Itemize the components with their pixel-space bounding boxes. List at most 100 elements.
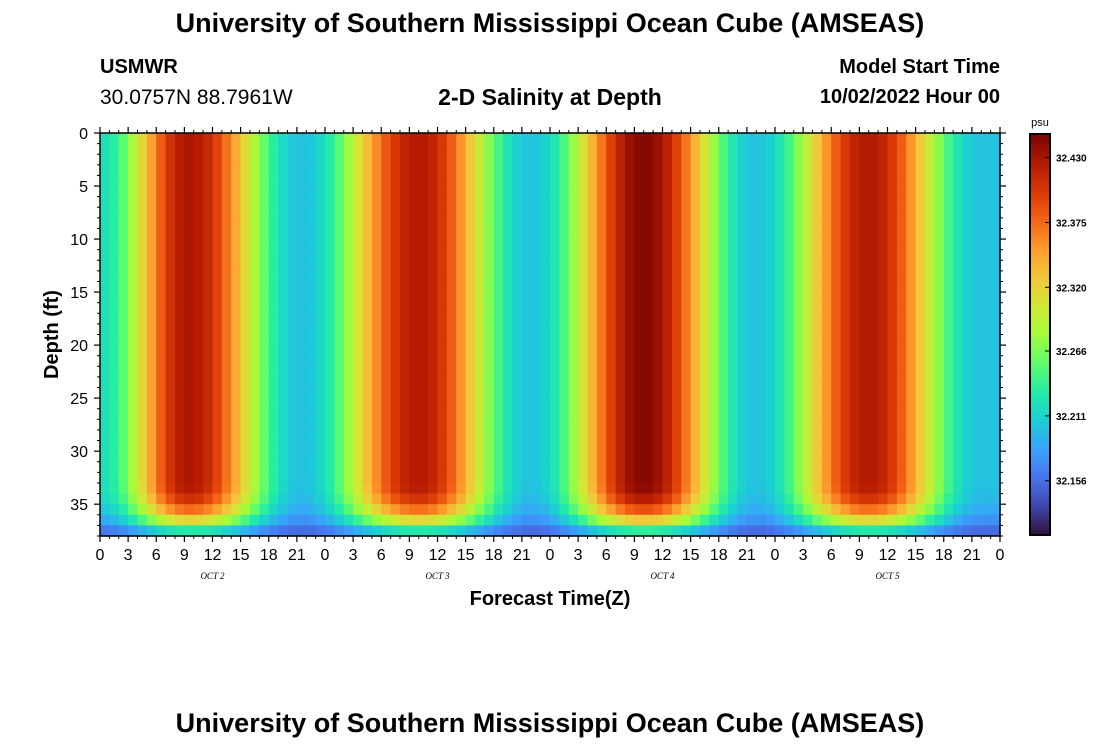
heatmap-cell — [315, 461, 326, 473]
heatmap-cell — [231, 186, 242, 198]
heatmap-cell — [156, 207, 167, 219]
heatmap-cell — [878, 355, 889, 367]
heatmap-cell — [559, 493, 570, 505]
heatmap-cell — [831, 376, 842, 389]
heatmap-cell — [437, 186, 448, 198]
heatmap-cell — [109, 249, 120, 261]
heatmap-cell — [971, 461, 982, 473]
heatmap-cell — [512, 429, 523, 442]
heatmap-cell — [146, 461, 157, 473]
heatmap-cell — [634, 175, 645, 187]
heatmap-cell — [437, 143, 448, 155]
heatmap-cell — [409, 366, 420, 378]
footer-title-text: University of Southern Mississippi Ocean… — [175, 708, 925, 738]
heatmap-cell — [878, 239, 889, 251]
heatmap-cell — [268, 154, 279, 166]
heatmap-cell — [812, 239, 823, 251]
heatmap-cell — [578, 387, 589, 399]
heatmap-cell — [446, 323, 457, 336]
heatmap-cell — [578, 514, 589, 526]
heatmap-cell — [625, 334, 635, 346]
heatmap-cell — [296, 292, 307, 304]
heatmap-cell — [512, 376, 523, 389]
heatmap-cell — [990, 133, 1001, 145]
heatmap-cell — [559, 164, 570, 177]
heatmap-cell — [334, 398, 345, 410]
heatmap-cell — [287, 281, 298, 293]
heatmap-cell — [343, 270, 354, 283]
heatmap-cell — [221, 355, 232, 367]
heatmap-cell — [634, 408, 645, 420]
heatmap-cell — [962, 376, 973, 389]
heatmap-cell — [343, 429, 354, 442]
heatmap-cell — [137, 398, 148, 410]
heatmap-cell — [146, 376, 157, 389]
heatmap-cell — [306, 196, 317, 208]
heatmap-cell — [240, 525, 251, 537]
heatmap-cell — [465, 249, 476, 261]
heatmap-cell — [896, 376, 907, 389]
heatmap-cell — [793, 133, 804, 145]
heatmap-cell — [531, 387, 542, 399]
heatmap-cell — [400, 334, 410, 346]
heatmap-cell — [784, 323, 795, 336]
heatmap-cell — [925, 398, 935, 410]
heatmap-cell — [681, 525, 692, 537]
heatmap-cell — [971, 419, 982, 431]
heatmap-cell — [381, 228, 392, 240]
heatmap-cell — [681, 175, 692, 187]
heatmap-cell — [165, 398, 176, 410]
heatmap-cell — [896, 398, 907, 410]
heatmap-cell — [765, 461, 776, 473]
heatmap-cell — [100, 387, 110, 399]
heatmap-cell — [334, 154, 345, 166]
heatmap-cell — [662, 239, 673, 251]
heatmap-cell — [615, 514, 626, 526]
heatmap-cell — [681, 408, 692, 420]
heatmap-cell — [643, 525, 654, 537]
heatmap-cell — [137, 419, 148, 431]
heatmap-cell — [128, 249, 139, 261]
heatmap-cell — [831, 207, 842, 219]
heatmap-cell — [334, 186, 345, 198]
heatmap-cell — [671, 366, 682, 378]
heatmap-cell — [371, 376, 382, 389]
heatmap-cell — [990, 387, 1001, 399]
heatmap-cell — [296, 345, 307, 357]
heatmap-cell — [203, 239, 214, 251]
heatmap-cell — [915, 281, 926, 293]
heatmap-cell — [859, 493, 870, 505]
heatmap-cell — [718, 482, 729, 495]
heatmap-cell — [325, 313, 335, 325]
heatmap-cell — [587, 345, 598, 357]
heatmap-cell — [943, 260, 954, 272]
heatmap-cell — [793, 355, 804, 367]
heatmap-cell — [493, 514, 504, 526]
heatmap-cell — [587, 249, 598, 261]
heatmap-cell — [653, 133, 664, 145]
heatmap-cell — [765, 175, 776, 187]
heatmap-cell — [184, 249, 195, 261]
heatmap-cell — [325, 239, 335, 251]
heatmap-cell — [146, 493, 157, 505]
heatmap-cell — [653, 398, 664, 410]
heatmap-cell — [690, 504, 701, 516]
heatmap-cell — [559, 525, 570, 537]
heatmap-cell — [381, 164, 392, 177]
heatmap-cell — [521, 419, 532, 431]
heatmap-cell — [137, 493, 148, 505]
heatmap-cell — [803, 143, 814, 155]
heatmap-cell — [296, 323, 307, 336]
heatmap-cell — [840, 493, 851, 505]
heatmap-cell — [353, 504, 364, 516]
heatmap-cell — [128, 398, 139, 410]
heatmap-cell — [128, 376, 139, 389]
heatmap-cell — [990, 249, 1001, 261]
heatmap-cell — [718, 239, 729, 251]
heatmap-cell — [681, 419, 692, 431]
heatmap-cell — [437, 334, 448, 346]
heatmap-cell — [456, 429, 467, 442]
heatmap-cell — [109, 482, 120, 495]
heatmap-cell — [859, 472, 870, 484]
heatmap-cell — [690, 175, 701, 187]
